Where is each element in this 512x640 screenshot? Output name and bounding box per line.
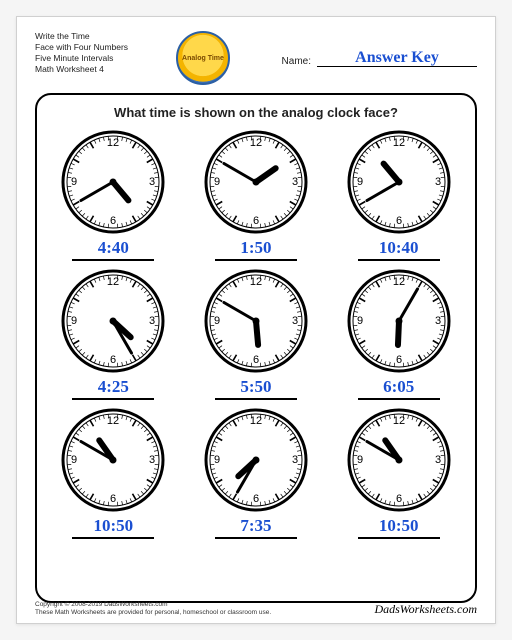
answer-field[interactable]: 4:25 — [72, 377, 154, 400]
answer-field[interactable]: 4:40 — [72, 238, 154, 261]
footer: Copyright © 2008-2019 DadsWorksheets.com… — [35, 601, 477, 617]
clock-cell: 12 3 6 9 5:50 — [194, 267, 319, 400]
svg-text:12: 12 — [393, 415, 405, 427]
name-area: Name: Answer Key — [241, 31, 477, 67]
svg-text:12: 12 — [393, 137, 405, 149]
question-text: What time is shown on the analog clock f… — [51, 105, 461, 120]
clock-face: 12 3 6 9 — [345, 267, 453, 375]
svg-text:6: 6 — [253, 354, 259, 366]
svg-text:12: 12 — [393, 276, 405, 288]
svg-text:6: 6 — [396, 354, 402, 366]
answer-field[interactable]: 7:35 — [215, 516, 297, 539]
svg-text:3: 3 — [292, 176, 298, 188]
clock-face: 12 3 6 9 — [345, 406, 453, 514]
name-field[interactable]: Answer Key — [317, 49, 477, 67]
svg-text:9: 9 — [357, 176, 363, 188]
svg-text:3: 3 — [149, 176, 155, 188]
analog-clock: 12 3 6 9 — [202, 128, 310, 236]
answer-field[interactable]: 1:50 — [215, 238, 297, 261]
answer-field[interactable]: 5:50 — [215, 377, 297, 400]
svg-text:3: 3 — [149, 454, 155, 466]
content-frame: What time is shown on the analog clock f… — [35, 93, 477, 603]
logo-badge: Analog Time — [176, 31, 230, 85]
answer-field[interactable]: 10:40 — [358, 238, 440, 261]
clock-face: 12 3 6 9 — [202, 267, 310, 375]
svg-text:6: 6 — [110, 354, 116, 366]
svg-text:6: 6 — [253, 493, 259, 505]
clock-face: 12 3 6 9 — [59, 406, 167, 514]
analog-clock: 12 3 6 9 — [345, 128, 453, 236]
clock-face: 12 3 6 9 — [59, 267, 167, 375]
worksheet-page: Write the Time Face with Four Numbers Fi… — [16, 16, 496, 624]
analog-clock: 12 3 6 9 — [59, 267, 167, 375]
svg-text:6: 6 — [110, 215, 116, 227]
clock-cell: 12 3 6 9 1:50 — [194, 128, 319, 261]
header-line: Face with Four Numbers — [35, 42, 165, 53]
answer-field[interactable]: 6:05 — [358, 377, 440, 400]
svg-text:9: 9 — [214, 315, 220, 327]
svg-text:6: 6 — [253, 215, 259, 227]
clock-cell: 12 3 6 9 4:40 — [51, 128, 176, 261]
analog-clock: 12 3 6 9 — [59, 128, 167, 236]
svg-text:12: 12 — [250, 276, 262, 288]
clock-cell: 12 3 6 9 6:05 — [336, 267, 461, 400]
analog-clock: 12 3 6 9 — [345, 406, 453, 514]
clock-grid: 12 3 6 9 4:40 12 3 6 9 1:50 12 3 6 9 10:40 12 3 6 9 4:25 12 3… — [51, 128, 461, 539]
svg-text:3: 3 — [435, 454, 441, 466]
brand-text: DadsWorksheets.com — [374, 602, 477, 617]
svg-text:6: 6 — [110, 493, 116, 505]
clock-cell: 12 3 6 9 7:35 — [194, 406, 319, 539]
footer-note: These Math Worksheets are provided for p… — [35, 609, 271, 617]
clock-cell: 12 3 6 9 4:25 — [51, 267, 176, 400]
svg-text:12: 12 — [250, 137, 262, 149]
svg-text:3: 3 — [435, 176, 441, 188]
answer-field[interactable]: 10:50 — [72, 516, 154, 539]
clock-cell: 12 3 6 9 10:40 — [336, 128, 461, 261]
svg-text:9: 9 — [71, 454, 77, 466]
svg-text:3: 3 — [292, 315, 298, 327]
svg-text:6: 6 — [396, 493, 402, 505]
clock-cell: 12 3 6 9 10:50 — [51, 406, 176, 539]
header-line: Write the Time — [35, 31, 165, 42]
analog-clock: 12 3 6 9 — [59, 406, 167, 514]
clock-face: 12 3 6 9 — [202, 128, 310, 236]
svg-text:3: 3 — [149, 315, 155, 327]
svg-text:3: 3 — [435, 315, 441, 327]
logo-text: Analog Time — [182, 55, 224, 62]
analog-clock: 12 3 6 9 — [345, 267, 453, 375]
answer-field[interactable]: 10:50 — [358, 516, 440, 539]
copyright-text: Copyright © 2008-2019 DadsWorksheets.com — [35, 601, 271, 609]
clock-cell: 12 3 6 9 10:50 — [336, 406, 461, 539]
svg-text:9: 9 — [71, 176, 77, 188]
header-info: Write the Time Face with Four Numbers Fi… — [35, 31, 165, 75]
analog-clock: 12 3 6 9 — [202, 267, 310, 375]
clock-face: 12 3 6 9 — [345, 128, 453, 236]
clock-face: 12 3 6 9 — [202, 406, 310, 514]
header: Write the Time Face with Four Numbers Fi… — [35, 31, 477, 85]
svg-text:6: 6 — [396, 215, 402, 227]
clock-face: 12 3 6 9 — [59, 128, 167, 236]
svg-text:9: 9 — [214, 176, 220, 188]
svg-text:9: 9 — [357, 454, 363, 466]
svg-text:9: 9 — [357, 315, 363, 327]
header-line: Five Minute Intervals — [35, 53, 165, 64]
footer-copy: Copyright © 2008-2019 DadsWorksheets.com… — [35, 601, 271, 617]
analog-clock: 12 3 6 9 — [202, 406, 310, 514]
svg-text:9: 9 — [214, 454, 220, 466]
logo-wrap: Analog Time — [173, 31, 233, 85]
svg-text:3: 3 — [292, 454, 298, 466]
header-line: Math Worksheet 4 — [35, 64, 165, 75]
svg-text:12: 12 — [107, 415, 119, 427]
svg-text:12: 12 — [107, 276, 119, 288]
svg-text:12: 12 — [107, 137, 119, 149]
svg-text:9: 9 — [71, 315, 77, 327]
name-label: Name: — [282, 56, 311, 67]
svg-text:12: 12 — [250, 415, 262, 427]
